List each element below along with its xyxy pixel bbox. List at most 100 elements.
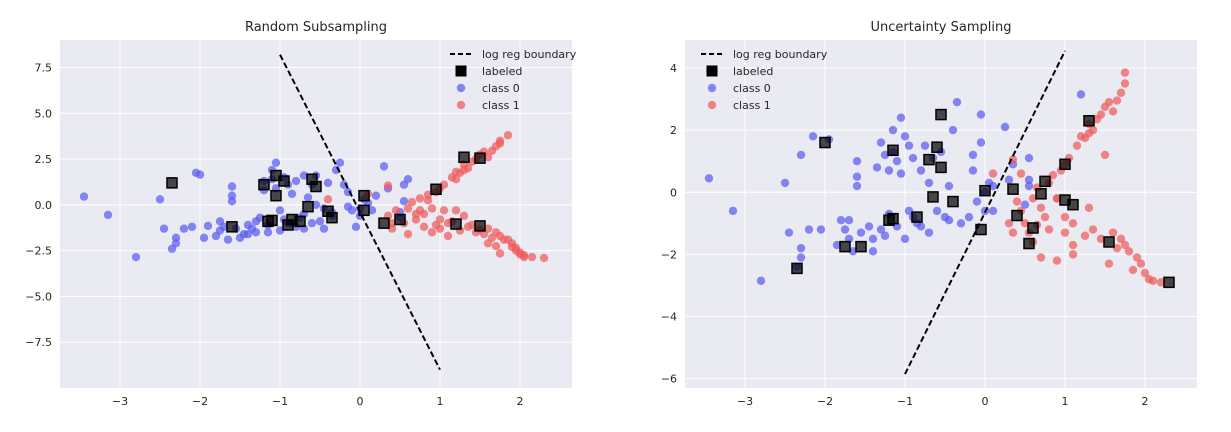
data-point-class-0	[275, 206, 285, 215]
labeled-point	[226, 221, 238, 233]
x-tick-label: 2	[1142, 395, 1149, 408]
legend-class-swatch	[456, 83, 466, 93]
data-point-class-1	[503, 131, 513, 140]
data-point-class-0	[836, 216, 846, 225]
legend: log reg boundary labeled class 0 class 1	[450, 48, 577, 112]
labeled-point	[1059, 158, 1071, 171]
y-tick-label: 4	[670, 62, 677, 75]
data-point-class-0	[131, 252, 141, 262]
data-point-class-0	[351, 222, 361, 232]
data-point-class-0	[223, 235, 233, 244]
data-point-class-1	[1008, 228, 1018, 237]
data-point-class-1	[1084, 203, 1094, 212]
legend-class-swatch	[707, 83, 717, 93]
data-point-class-0	[844, 216, 854, 225]
x-tick-label: 1	[437, 395, 444, 408]
data-point-class-0	[347, 206, 357, 215]
data-point-class-0	[920, 141, 930, 150]
data-point-class-0	[924, 178, 934, 188]
data-point-class-0	[187, 222, 197, 232]
data-point-class-0	[880, 231, 890, 240]
data-point-class-1	[443, 231, 453, 241]
data-point-class-0	[808, 132, 818, 141]
data-point-class-0	[916, 222, 926, 231]
data-point-class-1	[527, 252, 537, 262]
data-point-class-0	[255, 213, 265, 222]
legend: log reg boundary labeled class 0 class 1	[701, 48, 828, 112]
legend-label: class 1	[482, 99, 520, 112]
data-point-class-1	[1132, 253, 1142, 262]
labeled-point	[935, 161, 947, 174]
labeled-point	[310, 180, 322, 193]
data-point-class-1	[483, 153, 493, 162]
labeled-point	[979, 184, 991, 197]
x-tick-label: 1	[1062, 395, 1069, 408]
data-point-class-1	[1116, 234, 1126, 244]
legend-label: log reg boundary	[733, 48, 828, 61]
y-tick-label: −6	[661, 373, 677, 386]
legend-label: class 1	[733, 99, 771, 112]
data-point-class-0	[179, 224, 189, 233]
data-point-class-1	[1004, 219, 1014, 228]
data-point-class-0	[796, 150, 806, 160]
data-point-class-1	[435, 224, 445, 233]
data-point-class-1	[491, 241, 501, 251]
data-point-class-0	[892, 156, 902, 166]
data-point-class-0	[972, 197, 982, 206]
labeled-point	[1039, 175, 1051, 188]
labeled-point	[923, 153, 935, 166]
data-point-class-0	[848, 247, 858, 256]
data-point-class-1	[1128, 265, 1138, 275]
data-point-class-0	[728, 206, 738, 216]
data-point-class-0	[203, 221, 213, 231]
data-point-class-1	[459, 211, 469, 221]
boundary-line	[904, 50, 1066, 375]
labeled-point	[430, 183, 442, 196]
data-point-class-0	[956, 219, 966, 228]
labeled-point	[302, 200, 314, 213]
labeled-point	[1011, 209, 1023, 222]
data-point-class-0	[784, 228, 794, 237]
data-point-class-0	[908, 153, 918, 163]
data-point-class-0	[704, 174, 714, 183]
data-point-class-0	[756, 276, 766, 286]
data-point-class-1	[403, 229, 413, 239]
data-point-class-0	[371, 191, 381, 200]
data-point-class-1	[407, 197, 417, 207]
labeled-point	[358, 189, 370, 202]
y-tick-label: −5.0	[25, 290, 52, 303]
data-point-class-0	[271, 158, 281, 167]
data-point-class-1	[419, 209, 429, 219]
data-point-class-1	[1096, 234, 1106, 244]
data-point-class-1	[1136, 259, 1146, 268]
data-point-class-1	[1120, 68, 1130, 77]
labeled-point	[378, 217, 390, 229]
data-point-class-0	[816, 225, 826, 234]
boundary-line	[279, 54, 441, 371]
labeled-point	[931, 141, 943, 153]
data-point-class-1	[391, 206, 401, 215]
data-point-class-0	[155, 195, 165, 204]
data-point-class-1	[435, 215, 445, 224]
data-point-class-0	[888, 125, 898, 135]
data-point-class-1	[419, 222, 429, 232]
data-point-class-0	[976, 110, 986, 119]
data-point-class-0	[864, 222, 874, 231]
data-point-class-0	[79, 192, 89, 201]
chart-title: Uncertainty Sampling	[871, 20, 1012, 35]
data-point-class-0	[251, 228, 261, 237]
data-point-class-1	[1088, 225, 1098, 234]
labeled-point	[1023, 237, 1035, 250]
series-class-0	[704, 90, 1086, 286]
labeled-point	[258, 178, 270, 191]
labeled-point	[819, 136, 831, 149]
data-point-class-1	[1104, 97, 1114, 107]
data-point-class-0	[904, 206, 914, 216]
data-point-class-1	[1036, 203, 1046, 212]
data-point-class-1	[1052, 194, 1062, 203]
data-point-class-0	[780, 178, 790, 188]
plot-area	[704, 50, 1175, 375]
labeled-point	[887, 144, 899, 157]
data-point-class-0	[159, 224, 169, 233]
